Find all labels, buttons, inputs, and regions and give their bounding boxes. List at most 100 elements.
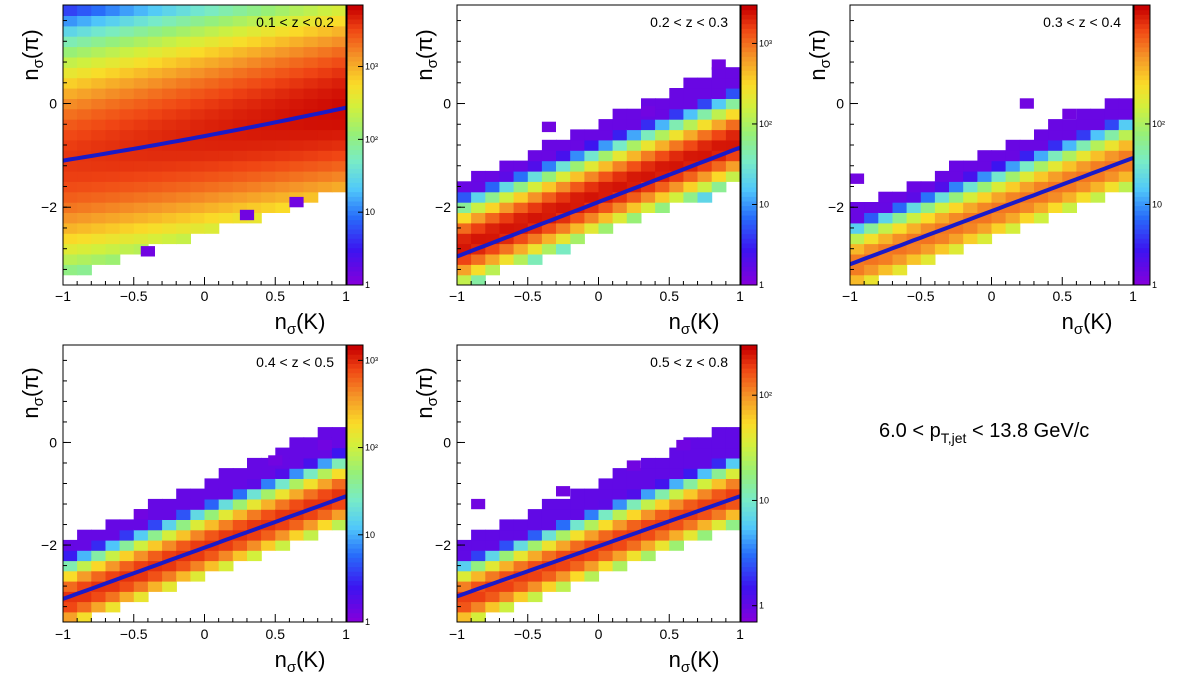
heatmap-cell [725,129,740,141]
outlier-cell [541,121,556,133]
heatmap-cell [850,222,865,234]
colorbar-segment [741,61,757,67]
heatmap-cell [556,509,571,520]
colorbar-segment [347,177,363,183]
heatmap-cell [527,170,543,182]
heatmap-cell [176,519,191,531]
colorbar-segment [347,566,363,572]
heatmap-cell [697,457,713,469]
heatmap-cell [317,457,333,469]
colorbar-segment [347,561,363,568]
heatmap-cell [556,181,571,193]
colorbar-segment [741,506,757,512]
heatmap-cell [711,108,727,120]
heatmap-cell [77,529,92,541]
heatmap-cell [105,98,121,110]
colorbar-segment [1134,117,1150,123]
heatmap-cell [133,119,149,131]
heatmap-cell [920,191,936,203]
colorbar-segment [347,112,363,118]
heatmap-cell [275,139,291,151]
heatmap-cell [119,519,135,531]
heatmap-cell [669,98,684,110]
heatmap-cell [105,77,121,89]
colorbar-segment [741,107,757,113]
heatmap-cell [162,202,177,213]
heatmap-cell [892,264,908,276]
colorbar-tick-label: 1 [759,601,764,611]
heatmap-cell [626,539,642,551]
heatmap-cell [485,529,500,541]
heatmap-cell [471,601,486,613]
heatmap-cell [499,170,515,182]
heatmap-cell [275,170,291,182]
heatmap-cell [119,129,135,141]
colorbar-segment [741,163,757,169]
heatmap-cell [541,212,557,224]
heatmap-cell [317,519,333,531]
heatmap-cell [513,191,529,203]
outlier-cell [133,509,148,520]
heatmap-cell [864,253,879,265]
colorbar-segment [347,345,363,351]
heatmap-cell [683,108,699,120]
heatmap-cell [289,457,305,469]
heatmap-cell [612,139,628,151]
heatmap-cell [892,191,908,203]
colorbar-segment [741,98,757,104]
colorbar-segment [1134,103,1150,109]
heatmap-cell [91,243,107,255]
colorbar-segment [1134,154,1150,160]
heatmap-cell [275,468,291,479]
heatmap-cell [612,550,628,562]
heatmap-cell [232,181,248,193]
heatmap-cell [331,108,346,120]
x-tick-label: −0.5 [514,626,542,642]
heatmap-cell [1034,139,1049,151]
heatmap-cell [119,222,135,234]
heatmap-cell [850,212,865,224]
heatmap-cell [485,202,500,213]
heatmap-cell [77,160,92,172]
heatmap-cell [162,160,177,172]
heatmap-cell [317,46,333,58]
heatmap-cell [331,181,346,193]
heatmap-cell [1034,212,1049,224]
heatmap-cell [697,129,713,141]
heatmap-cell [598,170,614,182]
heatmap-cell [697,108,713,120]
colorbar-segment [1134,75,1150,81]
heatmap-cell [247,77,262,89]
heatmap-cell [91,119,107,131]
heatmap-cell [77,108,92,120]
heatmap-cell [91,67,107,79]
heatmap-cell [218,88,234,99]
heatmap-cell [1005,150,1021,162]
heatmap-cell [1019,181,1035,193]
heatmap-cell [289,529,305,541]
heatmap-cell [697,447,713,459]
heatmap-cell [683,139,699,151]
colorbar-segment [347,9,363,15]
x-tick-label: 0 [201,626,209,642]
heatmap-cell [232,150,248,162]
panel-title: 0.1 < z < 0.2 [256,14,334,30]
heatmap-cell [977,170,993,182]
heatmap-cell [655,160,670,172]
heatmap-cell [176,25,191,37]
colorbar-segment [741,56,757,62]
heatmap-cell [892,202,908,213]
y-tick-label: −2 [435,537,451,553]
heatmap-cell [63,129,78,141]
colorbar-frame [346,344,364,623]
heatmap-cell [247,160,262,172]
heatmap-cell [471,570,486,582]
heatmap-cell [556,191,571,203]
heatmap-cell [669,129,684,141]
heatmap-cell [527,233,543,245]
y-title-tail: (π) [18,29,43,59]
colorbar-segment [741,247,757,253]
heatmap-cell [331,15,346,27]
fit-line [850,156,1133,267]
colorbar-segment [347,483,363,489]
